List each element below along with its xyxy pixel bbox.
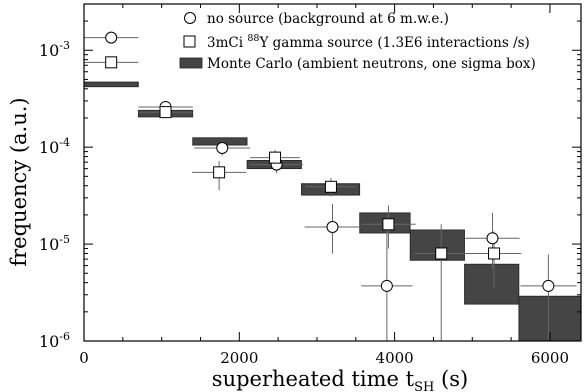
y-tick-label: 10-3 (39, 39, 70, 60)
legend-entry-monte-carlo: Monte Carlo (ambient neutrons, one sigma… (207, 56, 536, 72)
legend-entry-no-source: no source (background at 6 m.w.e.) (207, 11, 449, 27)
x-axis-label: superheated time tSH (s) (212, 367, 468, 392)
y-tick-label: 10-4 (39, 136, 70, 157)
plot-frame (83, 3, 582, 342)
square-data-point (105, 56, 118, 69)
circle-data-point (542, 279, 555, 292)
legend: no source (background at 6 m.w.e.) 3mCi … (179, 11, 536, 72)
square-data-point (324, 180, 337, 193)
legend-entry-gamma-source: 3mCi 88Y gamma source (1.3E6 interaction… (207, 33, 530, 51)
square-data-point (213, 166, 226, 179)
monte-carlo-box (83, 81, 139, 88)
y-tick-label: 10-6 (39, 330, 70, 351)
x-tick-label: 6000 (531, 349, 569, 367)
x-tick-label: 4000 (376, 349, 414, 367)
axis-ticks: 0 2000 4000 6000 10-6 10-5 10-4 10-3 (39, 3, 581, 367)
x-tick-label: 2000 (220, 349, 258, 367)
monte-carlo-box (464, 263, 520, 305)
square-data-point (269, 151, 282, 164)
y-axis-label: frequency (a.u.) (7, 97, 31, 266)
square-data-point (435, 247, 448, 260)
square-data-point (159, 106, 172, 119)
data-markers (105, 31, 555, 292)
circle-data-point (105, 31, 118, 44)
x-tick-label: 0 (79, 349, 89, 367)
circle-data-point (216, 142, 229, 155)
legend-square-marker (183, 35, 196, 48)
circle-data-point (326, 221, 339, 234)
y-tick-label: 10-5 (39, 233, 70, 254)
square-data-point (382, 218, 395, 231)
circle-data-point (486, 232, 499, 245)
circle-data-point (380, 279, 393, 292)
square-data-point (488, 247, 501, 260)
legend-box-marker (179, 57, 203, 69)
legend-circle-marker (184, 12, 196, 24)
